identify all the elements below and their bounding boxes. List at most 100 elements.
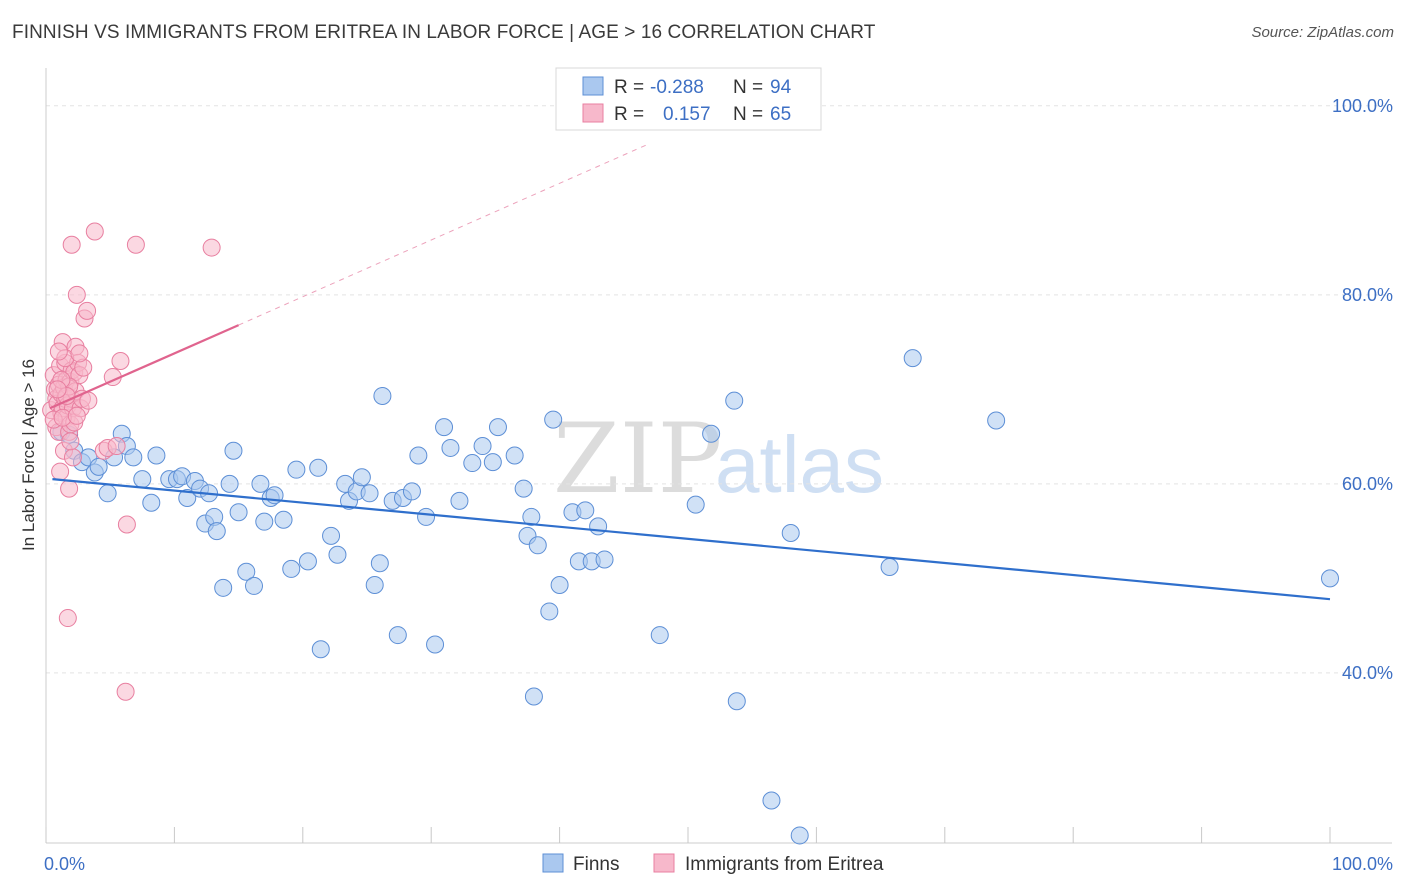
point-finns-37 <box>287 460 306 479</box>
legend-n-value-finns: 94 <box>770 77 792 98</box>
legend-top: R = -0.288 N = 94 R = 0.157 N = 65 <box>555 67 822 131</box>
point-finns-25 <box>214 578 233 597</box>
point-eritrea-51 <box>116 682 135 701</box>
point-finns-76 <box>576 501 595 520</box>
point-finns-49 <box>370 554 389 573</box>
point-finns-88 <box>880 558 899 577</box>
axes <box>45 68 1392 844</box>
point-finns-32 <box>255 512 274 531</box>
point-eritrea-55 <box>49 342 68 361</box>
point-finns-13 <box>142 493 161 512</box>
trend-line-eritrea <box>49 324 240 410</box>
legend-r-value-eritrea: 0.157 <box>663 104 711 125</box>
point-finns-27 <box>224 441 243 460</box>
point-finns-91 <box>1321 569 1339 588</box>
series-eritrea-points <box>42 222 221 701</box>
point-finns-11 <box>124 448 143 467</box>
point-finns-57 <box>426 635 445 654</box>
point-eritrea-53 <box>202 238 221 257</box>
y-tick-labels: 40.0% 60.0% 80.0% 100.0% <box>1332 96 1393 683</box>
source-label: Source: ZipAtlas.com <box>1251 24 1394 41</box>
y-tick-label-60: 60.0% <box>1342 474 1393 494</box>
point-finns-78 <box>589 517 608 536</box>
point-finns-39 <box>309 458 328 477</box>
legend-r-label-eritrea: R = <box>614 104 644 125</box>
point-finns-35 <box>274 510 293 529</box>
y-axis-label: In Labor Force | Age > 16 <box>19 359 38 551</box>
legend-bottom-swatch-finns <box>542 853 564 873</box>
point-finns-31 <box>251 474 270 493</box>
legend-n-value-eritrea: 65 <box>770 104 791 125</box>
legend-n-label-finns: N = <box>733 77 763 98</box>
point-finns-65 <box>505 446 524 465</box>
point-eritrea-21 <box>58 609 77 628</box>
point-eritrea-41 <box>78 301 97 320</box>
point-finns-85 <box>762 791 781 810</box>
point-eritrea-34 <box>67 285 86 304</box>
chart-title: FINNISH VS IMMIGRANTS FROM ERITREA IN LA… <box>12 22 876 43</box>
point-finns-70 <box>524 687 543 706</box>
trend-line-eritrea-extension <box>238 143 650 326</box>
point-finns-30 <box>245 576 264 595</box>
legend-r-value-finns: -0.288 <box>650 77 704 98</box>
point-finns-12 <box>133 470 152 489</box>
x-tick-label-end: 100.0% <box>1332 854 1393 874</box>
point-finns-58 <box>435 418 454 437</box>
legend-n-label-eritrea: N = <box>733 104 763 125</box>
point-finns-81 <box>686 495 705 514</box>
point-finns-38 <box>298 552 317 571</box>
point-finns-56 <box>417 507 436 526</box>
point-finns-90 <box>987 411 1006 430</box>
point-finns-63 <box>483 453 502 472</box>
legend-bottom-swatch-eritrea <box>653 853 675 873</box>
point-eritrea-61 <box>67 406 86 425</box>
point-finns-68 <box>522 507 541 526</box>
point-finns-62 <box>473 437 492 456</box>
point-eritrea-64 <box>48 380 67 399</box>
point-finns-64 <box>488 418 507 437</box>
point-finns-72 <box>544 410 563 429</box>
point-finns-86 <box>781 524 800 542</box>
point-finns-59 <box>441 438 460 457</box>
point-finns-24 <box>207 522 226 541</box>
y-tick-label-100: 100.0% <box>1332 96 1393 116</box>
point-eritrea-50 <box>117 515 136 534</box>
point-finns-61 <box>463 454 482 473</box>
point-finns-84 <box>727 692 746 711</box>
point-eritrea-49 <box>111 351 130 370</box>
point-finns-82 <box>702 424 721 443</box>
point-eritrea-48 <box>107 437 126 456</box>
point-finns-26 <box>220 474 239 493</box>
point-finns-54 <box>402 482 421 501</box>
point-finns-6 <box>89 457 108 476</box>
point-finns-40 <box>311 640 330 659</box>
point-eritrea-43 <box>62 235 81 254</box>
y-tick-label-80: 80.0% <box>1342 285 1393 305</box>
point-finns-73 <box>550 575 569 594</box>
point-finns-89 <box>903 349 922 368</box>
point-finns-36 <box>282 559 301 578</box>
point-finns-47 <box>360 484 379 503</box>
point-finns-79 <box>595 550 614 569</box>
watermark-atlas: atlas <box>715 420 884 509</box>
point-finns-42 <box>322 526 341 545</box>
x-tick-labels: 0.0% 100.0% <box>44 854 1393 874</box>
trend-line-finns <box>52 478 1331 601</box>
point-finns-14 <box>147 446 166 465</box>
point-eritrea-44 <box>85 222 104 241</box>
y-tick-label-40: 40.0% <box>1342 663 1393 683</box>
series-finns-points <box>52 349 1339 845</box>
point-finns-80 <box>650 626 669 645</box>
legend-r-label-finns: R = <box>614 77 644 98</box>
point-eritrea-52 <box>126 235 145 254</box>
legend-bottom-label-finns: Finns <box>573 854 619 875</box>
point-eritrea-63 <box>61 432 80 451</box>
point-finns-55 <box>409 446 428 465</box>
point-finns-7 <box>98 484 117 503</box>
point-finns-28 <box>229 503 248 522</box>
point-finns-18 <box>178 489 197 508</box>
point-finns-69 <box>528 536 547 555</box>
point-finns-29 <box>237 562 256 581</box>
trend-lines <box>49 143 1331 601</box>
